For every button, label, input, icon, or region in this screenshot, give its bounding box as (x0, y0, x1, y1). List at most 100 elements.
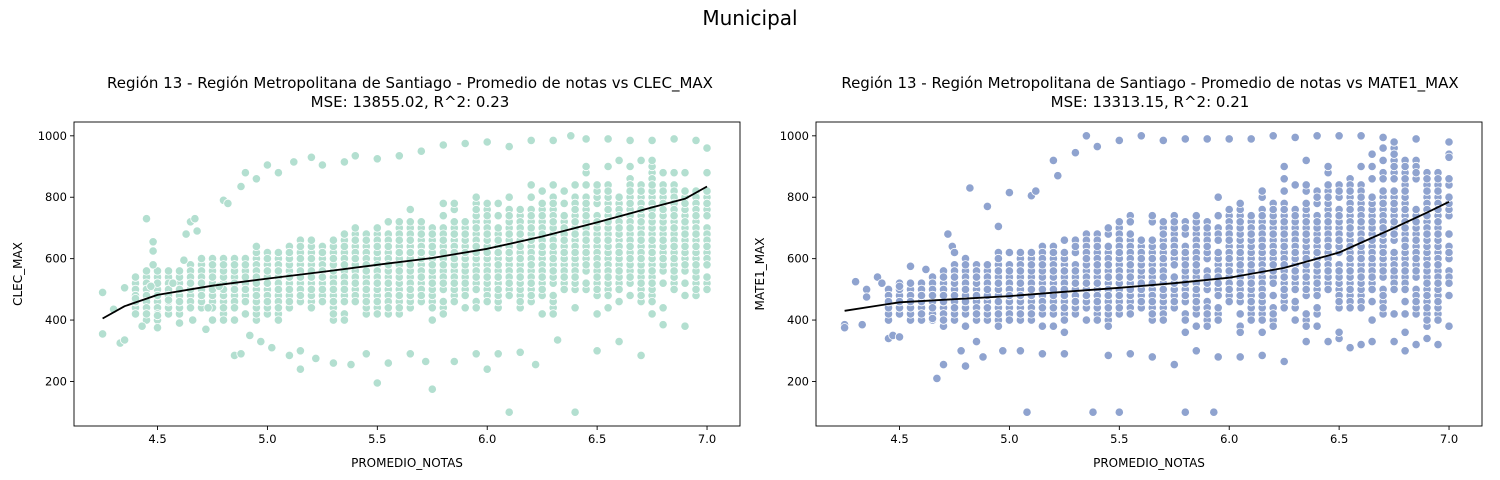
scatter-point (471, 192, 481, 202)
scatter-point (603, 272, 613, 282)
scatter-point (311, 353, 321, 363)
scatter-point (427, 384, 437, 394)
x-tick-label: 7.0 (698, 432, 716, 446)
scatter-point (625, 254, 635, 264)
right-chart-title: Región 13 - Región Metropolitana de Sant… (780, 74, 1500, 112)
scatter-point (691, 284, 701, 294)
scatter-point (306, 303, 316, 313)
scatter-point (548, 290, 558, 301)
scatter-point (1114, 217, 1124, 227)
scatter-point (295, 290, 305, 301)
scatter-point (163, 266, 174, 276)
fit-curve (102, 185, 708, 320)
scatter-point (702, 260, 712, 270)
scatter-point (1015, 247, 1026, 258)
scatter-point (647, 296, 657, 307)
scatter-point (647, 155, 657, 165)
y-tick-label: 600 (45, 252, 67, 266)
x-tick-label: 6.5 (588, 432, 606, 446)
scatter-point (680, 260, 690, 270)
scatter-point (405, 247, 415, 258)
scatter-point (691, 211, 701, 221)
scatter-point (361, 296, 371, 307)
scatter-point (339, 315, 349, 325)
scatter-point (526, 192, 536, 202)
x-tick-label: 5.0 (258, 432, 276, 446)
scatter-point (548, 217, 558, 227)
scatter-point (438, 235, 448, 245)
scatter-point (504, 192, 514, 202)
scatter-point (504, 211, 514, 221)
scatter-point (438, 198, 448, 208)
scatter-point (471, 349, 481, 359)
scatter-point (1301, 155, 1311, 165)
scatter-point (691, 135, 701, 145)
scatter-point (1125, 217, 1135, 227)
scatter-point (680, 229, 690, 239)
scatter-point (394, 217, 404, 227)
scatter-point (449, 229, 459, 239)
scatter-point (636, 217, 646, 227)
scatter-point (383, 217, 393, 227)
scatter-point (1334, 327, 1344, 337)
scatter-point (405, 284, 415, 294)
scatter-point (185, 303, 196, 313)
scatter-point (636, 186, 646, 196)
scatter-point (273, 266, 283, 276)
scatter-point (295, 254, 305, 264)
scatter-point (240, 309, 250, 319)
scatter-point (207, 315, 218, 325)
scatter-point (669, 134, 679, 144)
scatter-point (229, 260, 240, 270)
y-tick-label: 400 (45, 313, 67, 327)
scatter-point (350, 235, 360, 245)
scatter-point (570, 303, 580, 313)
scatter-point (1059, 235, 1070, 245)
scatter-point (262, 296, 272, 307)
scatter-point (581, 211, 591, 221)
scatter-point (460, 138, 470, 149)
scatter-point (203, 303, 213, 313)
scatter-point (1301, 309, 1311, 319)
scatter-point (449, 198, 459, 208)
scatter-point (339, 284, 349, 294)
scatter-point (559, 198, 569, 208)
scatter-point (460, 303, 470, 313)
scatter-point (702, 168, 712, 178)
scatter-point (427, 315, 437, 325)
scatter-point (680, 241, 690, 251)
scatter-point (181, 229, 191, 239)
scatter-point (960, 321, 971, 331)
scatter-point (438, 278, 448, 288)
scatter-point (262, 266, 272, 276)
y-tick-label: 200 (45, 374, 67, 388)
scatter-point (350, 151, 360, 161)
scatter-point (438, 140, 448, 150)
scatter-point (427, 260, 437, 270)
scatter-point (548, 135, 558, 145)
scatter-point (625, 241, 635, 251)
scatter-point (647, 211, 657, 221)
scatter-point (570, 204, 580, 215)
scatter-point (339, 260, 349, 270)
scatter-point (515, 254, 525, 264)
scatter-point (372, 241, 382, 251)
scatter-point (284, 247, 294, 258)
scatter-point (493, 272, 503, 282)
scatter-point (614, 223, 624, 233)
scatter-point (581, 235, 591, 245)
scatter-point (416, 229, 426, 239)
scatter-point (120, 283, 130, 293)
scatter-point (537, 211, 547, 221)
scatter-point (405, 235, 415, 245)
scatter-point (427, 229, 437, 239)
scatter-point (240, 260, 250, 270)
scatter-point (317, 160, 327, 170)
scatter-point (1378, 247, 1388, 258)
scatter-point (273, 315, 283, 325)
scatter-point (603, 235, 613, 245)
scatter-point (614, 155, 624, 165)
scatter-point (482, 198, 492, 208)
scatter-point (1312, 290, 1322, 301)
scatter-point (1356, 339, 1366, 350)
